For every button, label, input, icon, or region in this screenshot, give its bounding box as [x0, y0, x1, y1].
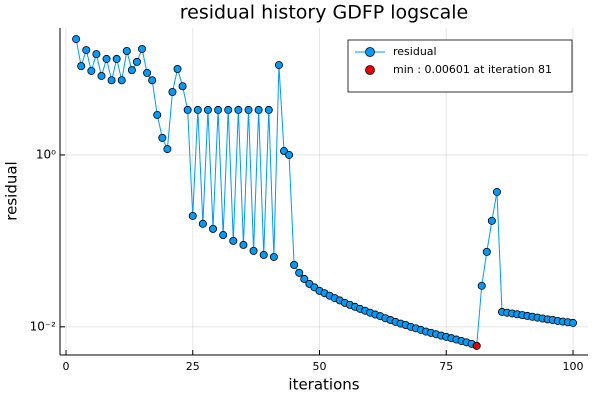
x-tick-label: 25: [186, 360, 200, 373]
point: [300, 274, 309, 283]
y-tick-label: 10⁻²: [30, 319, 57, 333]
point: [122, 46, 131, 55]
point: [183, 105, 192, 114]
y-axis-label: residual: [3, 161, 21, 220]
point: [173, 65, 182, 74]
point: [285, 150, 294, 159]
x-tick-label: 100: [562, 360, 583, 373]
point: [229, 236, 238, 245]
point: [102, 54, 111, 63]
point: [209, 224, 218, 233]
y-tick-label: 10⁰: [36, 147, 56, 161]
legend-label: min : 0.00601 at iteration 81: [393, 63, 552, 76]
point: [274, 61, 283, 70]
point: [295, 268, 304, 277]
point: [168, 88, 177, 97]
point: [249, 246, 258, 255]
point: [107, 76, 116, 85]
legend-label: residual: [393, 45, 437, 58]
point: [72, 35, 81, 44]
point: [487, 216, 496, 225]
point: [214, 105, 223, 114]
point: [269, 252, 278, 261]
point: [132, 57, 141, 66]
point: [492, 187, 501, 196]
point: [148, 76, 157, 85]
point: [92, 50, 101, 59]
point: [254, 105, 263, 114]
point: [290, 260, 299, 269]
x-tick-label: 75: [439, 360, 453, 373]
point: [127, 66, 136, 75]
point: [77, 62, 86, 71]
point: [568, 318, 577, 327]
point: [224, 105, 233, 114]
legend-box: [347, 39, 573, 93]
point: [138, 44, 147, 53]
point: [264, 105, 273, 114]
point: [87, 66, 96, 75]
point: [203, 105, 212, 114]
legend-marker: [365, 65, 375, 75]
point: [117, 76, 126, 85]
point: [188, 211, 197, 220]
point: [158, 133, 167, 142]
point: [97, 71, 106, 80]
x-tick-label: 0: [62, 360, 69, 373]
x-tick-label: 50: [312, 360, 326, 373]
chart-title: residual history GDFP logscale: [180, 2, 468, 24]
point: [259, 250, 268, 259]
point: [472, 341, 481, 350]
point: [482, 247, 491, 256]
point: [153, 110, 162, 119]
x-axis-label: iterations: [288, 376, 359, 394]
point: [163, 145, 172, 154]
point: [244, 105, 253, 114]
point: [198, 219, 207, 228]
point: [477, 281, 486, 290]
point: [219, 231, 228, 240]
point: [82, 46, 91, 55]
point: [143, 68, 152, 77]
legend-marker: [365, 47, 375, 57]
point: [112, 54, 121, 63]
point: [193, 105, 202, 114]
point: [178, 82, 187, 91]
point: [239, 240, 248, 249]
point: [234, 105, 243, 114]
